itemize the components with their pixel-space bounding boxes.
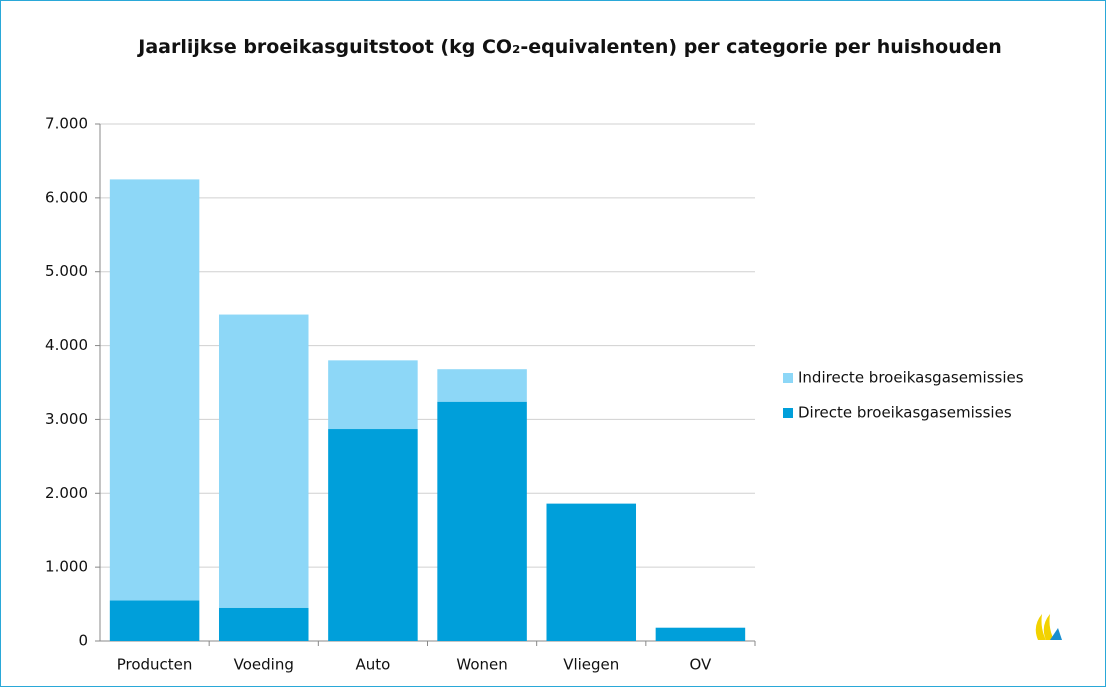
logo: [1035, 614, 1062, 640]
bar-segment: [218, 314, 309, 608]
legend-label: Directe broeikasgasemissies: [798, 404, 1012, 422]
bar-segment: [437, 401, 527, 641]
y-tick-label: 5.000: [45, 262, 88, 280]
y-tick-label: 7.000: [45, 115, 88, 133]
bar-segment: [546, 503, 637, 641]
bar-segment: [437, 369, 527, 402]
bar-segment: [218, 607, 309, 641]
x-tick-label: Voeding: [234, 656, 294, 674]
x-tick-label: OV: [690, 656, 713, 674]
x-tick-label: Wonen: [456, 656, 507, 674]
chart-title: Jaarlijkse broeikasguitstoot (kg CO₂-equ…: [138, 36, 1002, 58]
y-tick-label: 3.000: [45, 410, 88, 428]
y-tick-label: 1.000: [45, 558, 88, 576]
legend-swatch: [783, 373, 793, 383]
y-tick-label: 6.000: [45, 188, 88, 206]
bar-segment: [328, 429, 418, 641]
bar-segment: [328, 360, 418, 430]
legend-label: Indirecte broeikasgasemissies: [798, 369, 1024, 387]
x-tick-label: Producten: [117, 656, 193, 674]
bar-segment: [109, 179, 200, 601]
y-tick-label: 4.000: [45, 336, 88, 354]
x-tick-label: Vliegen: [563, 656, 619, 674]
x-tick-label: Auto: [356, 656, 391, 674]
y-tick-label: 2.000: [45, 484, 88, 502]
y-tick-label: 0: [78, 632, 88, 650]
bar-segment: [655, 627, 746, 641]
legend-swatch: [783, 408, 793, 418]
bar-segment: [109, 600, 200, 641]
